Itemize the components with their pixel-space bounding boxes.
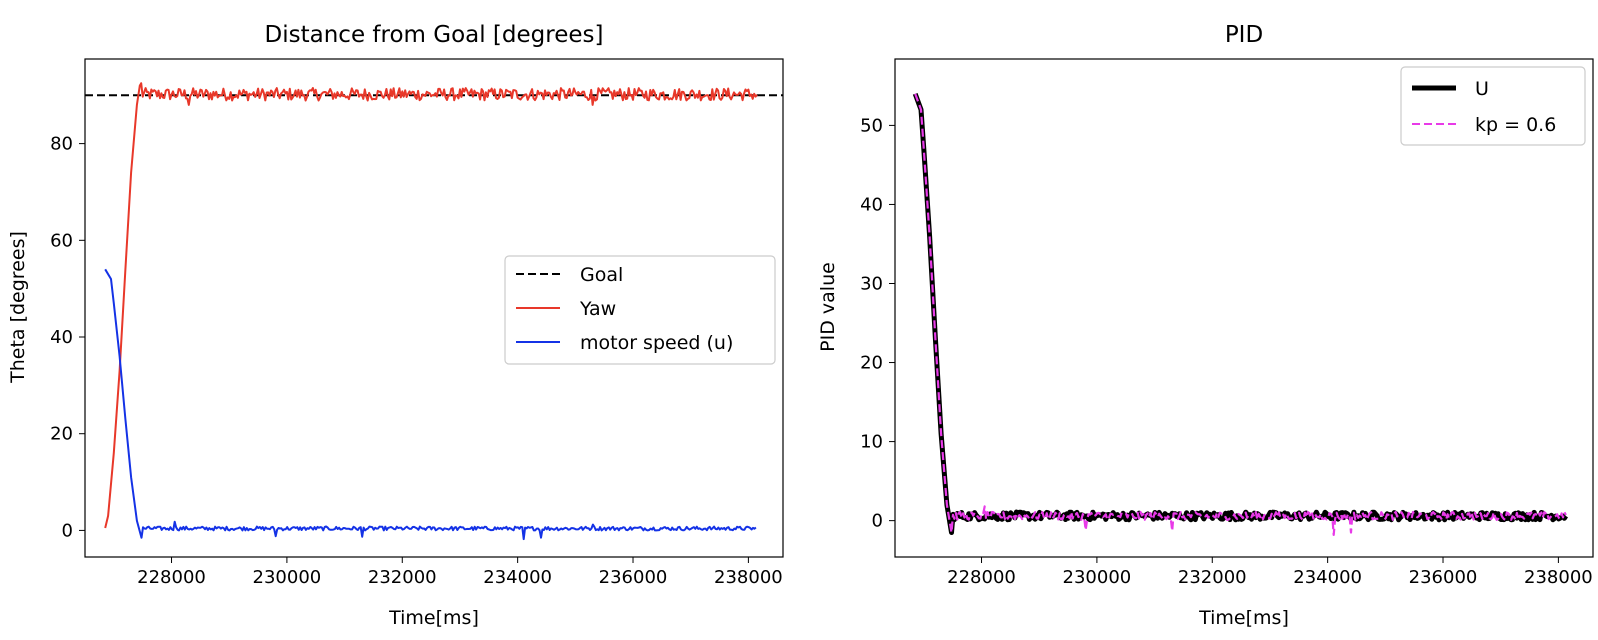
x-tick-label: 230000 xyxy=(253,567,322,588)
x-tick-label: 228000 xyxy=(947,567,1016,588)
chart-title: PID xyxy=(1225,22,1263,48)
chart-pid: PID Time[ms] PID value 228000 230000 23200… xyxy=(817,22,1594,629)
y-tick-label: 0 xyxy=(872,511,883,532)
plot-area xyxy=(85,82,783,541)
axis-ticks: 228000 230000 232000 234000 236000 238000 0 20 4… xyxy=(50,134,783,588)
series-kp-0-6-line xyxy=(914,93,1567,536)
x-tick-label: 232000 xyxy=(368,567,437,588)
x-tick-label: 236000 xyxy=(599,567,668,588)
y-axis-label: PID value xyxy=(817,262,839,352)
x-tick-label: 234000 xyxy=(1293,567,1362,588)
y-tick-label: 80 xyxy=(50,134,73,155)
chart-distance-from-goal: Distance from Goal [degrees] Time[ms] Th… xyxy=(7,22,784,629)
series-yaw-line xyxy=(104,82,758,529)
y-tick-label: 10 xyxy=(860,432,883,453)
legend-label-goal: Goal xyxy=(580,264,623,286)
series-motor-speed-u-line xyxy=(104,268,757,541)
legend: U kp = 0.6 xyxy=(1400,66,1586,146)
y-tick-label: 60 xyxy=(50,230,73,251)
x-tick-label: 238000 xyxy=(714,567,783,588)
x-axis-label: Time[ms] xyxy=(388,607,479,629)
axis-ticks: 228000 230000 232000 234000 236000 238000 0 10 2… xyxy=(860,115,1593,588)
legend-label-kp: kp = 0.6 xyxy=(1475,114,1556,136)
y-tick-label: 50 xyxy=(860,115,883,136)
legend-label-u: U xyxy=(1475,78,1489,100)
legend-box xyxy=(504,255,776,365)
y-tick-label: 40 xyxy=(860,194,883,215)
y-tick-label: 0 xyxy=(62,520,73,541)
chart-title: Distance from Goal [degrees] xyxy=(265,22,604,48)
y-tick-label: 20 xyxy=(50,424,73,445)
x-tick-label: 238000 xyxy=(1524,567,1593,588)
x-tick-label: 232000 xyxy=(1178,567,1247,588)
legend: Goal Yaw motor speed (u) xyxy=(504,255,776,365)
x-tick-label: 236000 xyxy=(1409,567,1478,588)
axes-frame xyxy=(894,58,1594,558)
x-axis-label: Time[ms] xyxy=(1198,607,1289,629)
legend-label-motor-speed: motor speed (u) xyxy=(580,332,733,354)
x-tick-label: 228000 xyxy=(137,567,206,588)
x-tick-label: 230000 xyxy=(1063,567,1132,588)
series-u-line xyxy=(912,92,1568,535)
y-axis-label: Theta [degrees] xyxy=(7,231,29,384)
y-tick-label: 20 xyxy=(860,353,883,374)
axes-frame xyxy=(84,58,784,558)
x-tick-label: 234000 xyxy=(483,567,552,588)
plot-area xyxy=(912,92,1568,536)
y-tick-label: 40 xyxy=(50,327,73,348)
y-tick-label: 30 xyxy=(860,273,883,294)
legend-label-yaw: Yaw xyxy=(579,298,616,320)
